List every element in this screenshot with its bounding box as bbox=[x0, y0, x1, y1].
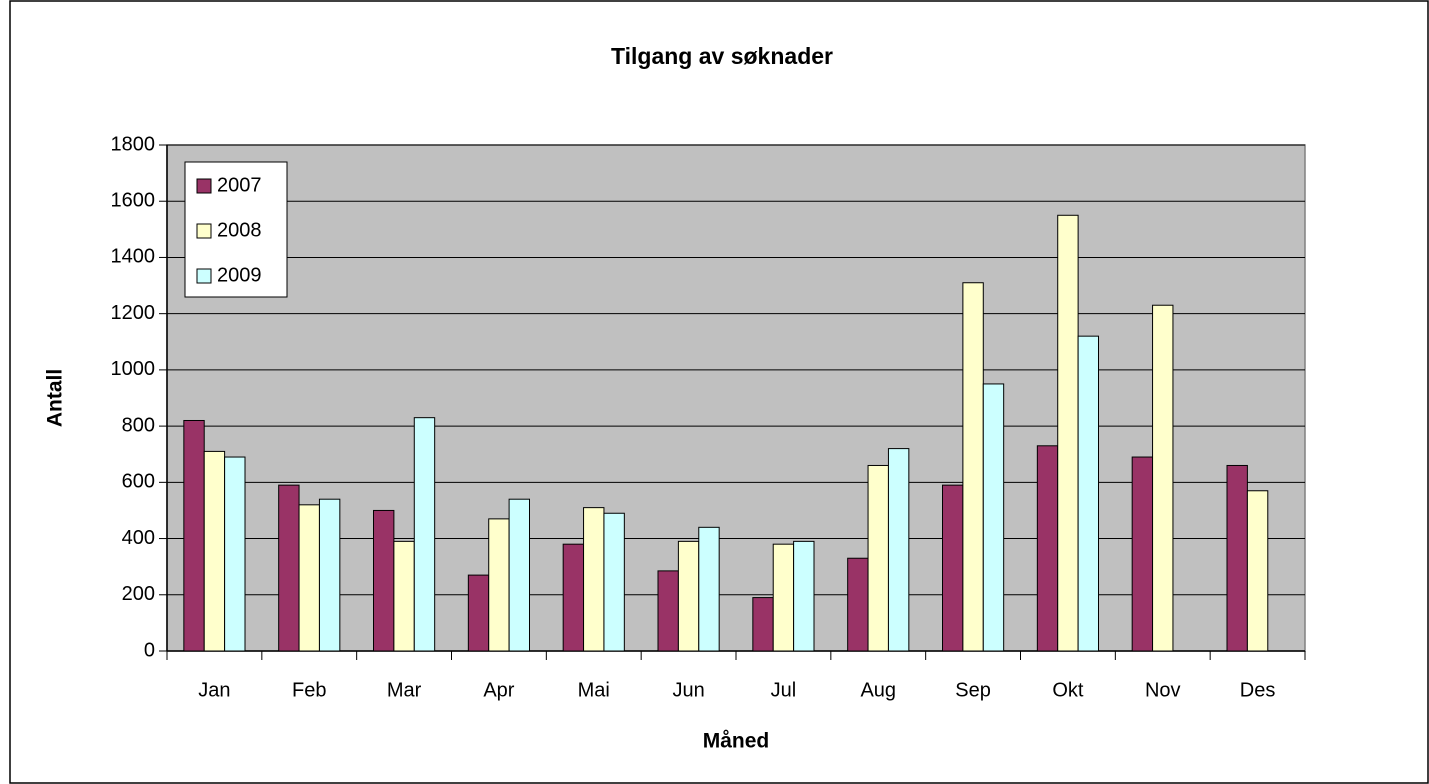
y-tick-label: 200 bbox=[122, 583, 155, 605]
bar bbox=[772, 543, 795, 652]
bar bbox=[941, 484, 964, 652]
bar bbox=[372, 509, 395, 652]
bar bbox=[1131, 456, 1154, 652]
legend-label: 2007 bbox=[217, 174, 262, 196]
y-tick-label: 1200 bbox=[111, 302, 156, 324]
legend-swatch bbox=[196, 178, 212, 194]
bar bbox=[413, 417, 436, 652]
bar bbox=[698, 526, 720, 652]
bar bbox=[962, 282, 984, 652]
bar bbox=[203, 450, 226, 652]
legend-label: 2009 bbox=[217, 264, 262, 286]
bar bbox=[1057, 214, 1079, 652]
x-axis-label: Måned bbox=[703, 730, 770, 753]
x-tick-label: Apr bbox=[483, 679, 514, 701]
bar bbox=[583, 507, 605, 652]
bar bbox=[752, 597, 774, 652]
y-tick-label: 400 bbox=[122, 527, 155, 549]
bar bbox=[867, 464, 889, 652]
x-tick-label: Nov bbox=[1145, 679, 1181, 701]
bar bbox=[1152, 304, 1174, 652]
legend-swatch bbox=[196, 223, 212, 239]
bar bbox=[887, 448, 910, 652]
bar bbox=[488, 518, 510, 652]
x-tick-label: Sep bbox=[955, 679, 991, 701]
bar bbox=[278, 484, 300, 652]
bar bbox=[1246, 490, 1269, 652]
x-tick-label: Mar bbox=[387, 679, 422, 701]
bar bbox=[298, 504, 320, 652]
bar bbox=[508, 498, 531, 652]
bar bbox=[318, 498, 341, 652]
bar bbox=[982, 383, 1005, 652]
plot-area bbox=[166, 144, 1306, 652]
bar bbox=[562, 543, 585, 652]
y-tick-label: 1800 bbox=[111, 133, 156, 155]
legend-swatch bbox=[196, 268, 212, 284]
chart-title: Tilgang av søknader bbox=[611, 43, 833, 69]
x-tick-label: Feb bbox=[292, 679, 326, 701]
bar bbox=[1226, 464, 1248, 652]
y-tick-label: 1600 bbox=[111, 190, 156, 212]
y-tick-label: 600 bbox=[122, 471, 155, 493]
bar bbox=[467, 574, 490, 652]
x-tick-label: Mai bbox=[578, 679, 610, 701]
x-tick-label: Jul bbox=[771, 679, 797, 701]
x-tick-label: Des bbox=[1240, 679, 1276, 701]
x-tick-label: Jan bbox=[198, 679, 230, 701]
bar bbox=[1077, 335, 1100, 652]
bar bbox=[657, 570, 679, 652]
bar bbox=[847, 557, 869, 652]
y-tick-label: 0 bbox=[144, 639, 155, 661]
y-axis-label: Antall bbox=[44, 369, 67, 427]
bar bbox=[793, 540, 815, 652]
x-tick-label: Jun bbox=[672, 679, 704, 701]
bar bbox=[183, 419, 205, 652]
bar bbox=[677, 540, 700, 652]
y-tick-label: 1400 bbox=[111, 246, 156, 268]
x-tick-label: Aug bbox=[860, 679, 896, 701]
bar bbox=[603, 512, 625, 652]
bar bbox=[1036, 445, 1059, 652]
y-tick-label: 800 bbox=[122, 414, 155, 436]
legend-label: 2008 bbox=[217, 219, 262, 241]
y-tick-label: 1000 bbox=[111, 358, 156, 380]
bar bbox=[224, 456, 246, 652]
x-tick-label: Okt bbox=[1052, 679, 1084, 701]
bar bbox=[393, 540, 415, 652]
